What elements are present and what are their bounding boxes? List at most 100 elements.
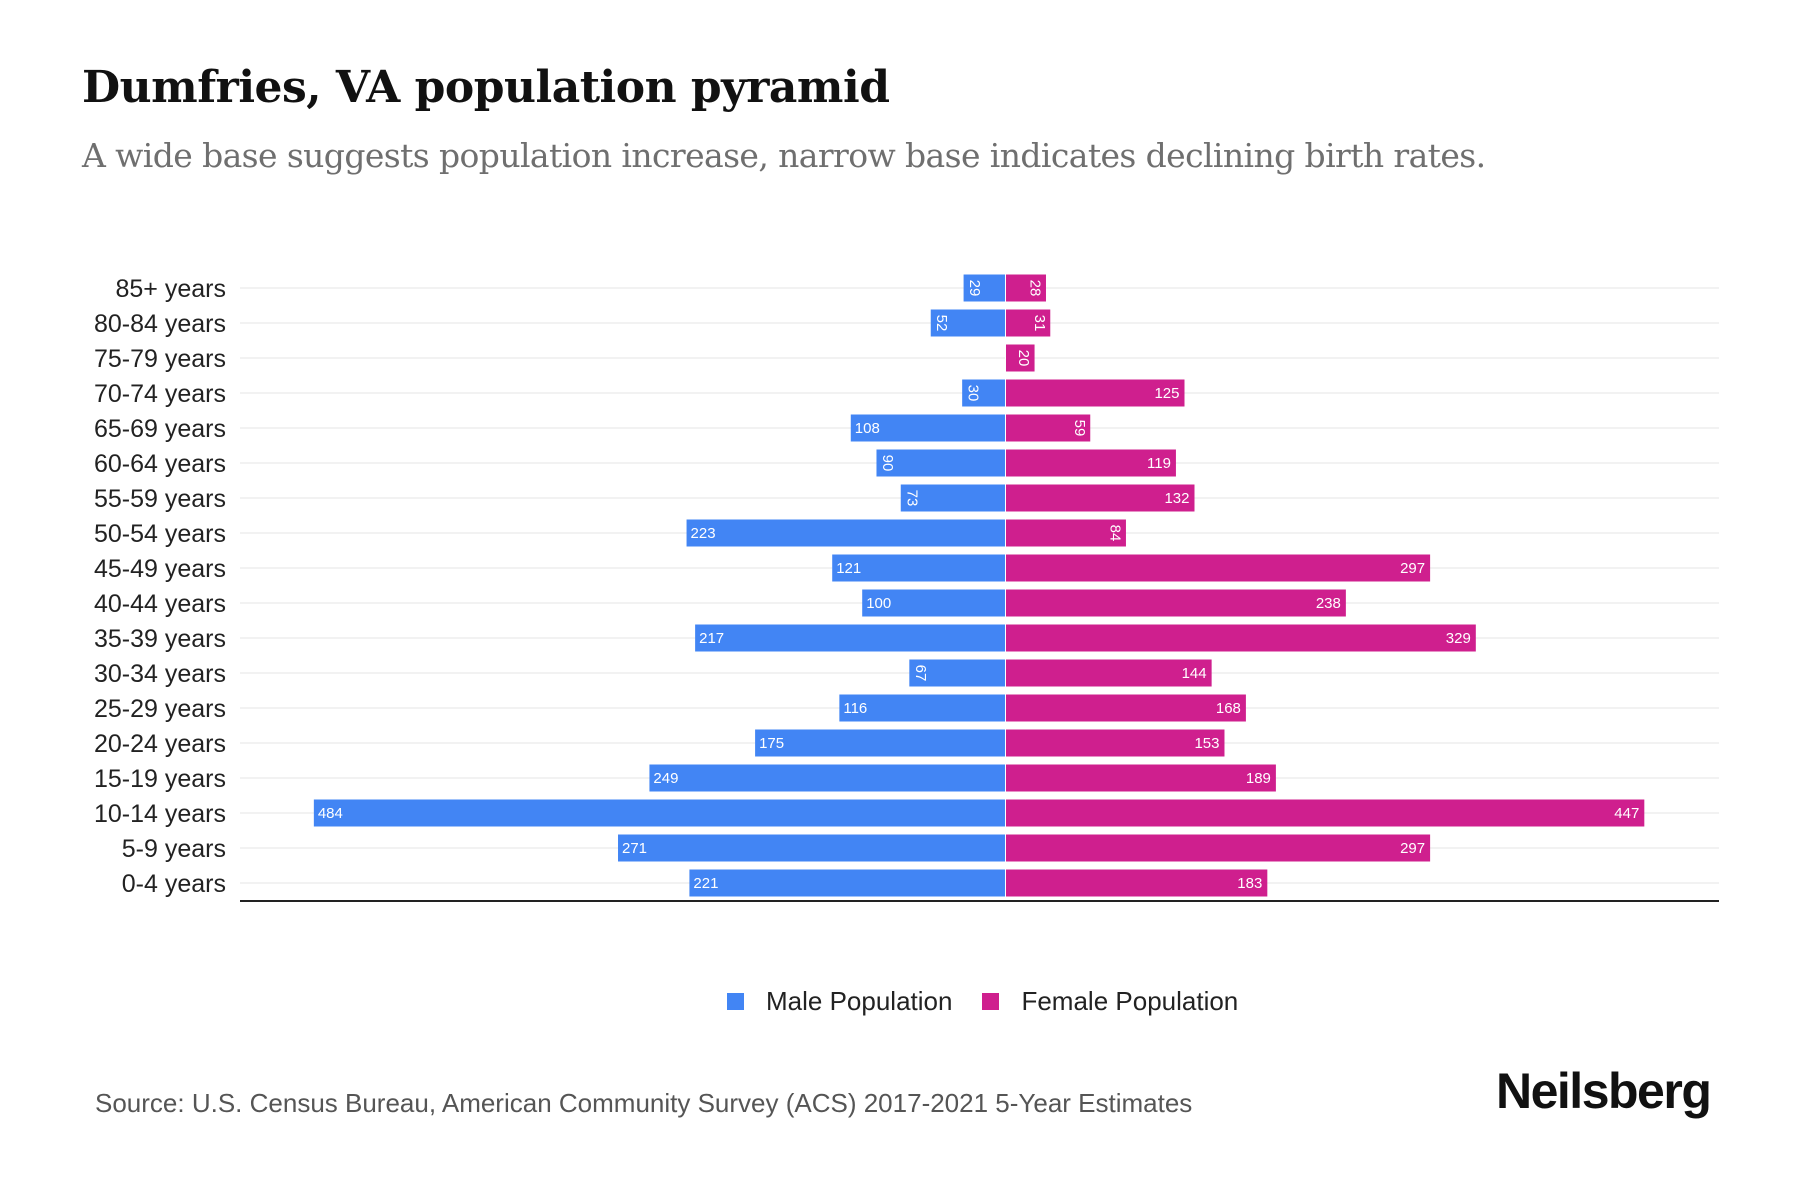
bar-label-female: 132 — [1164, 490, 1189, 507]
gridlines — [240, 287, 1719, 884]
row-label: 55-59 years — [94, 485, 226, 513]
bar-label-male: 271 — [622, 840, 647, 857]
row-label: 15-19 years — [94, 765, 226, 793]
bar-female[interactable] — [1006, 659, 1212, 687]
chart-subtitle: A wide base suggests population increase… — [82, 136, 1486, 175]
row-label: 75-79 years — [94, 345, 226, 373]
bar-label-male: 116 — [843, 700, 867, 717]
bar-female[interactable] — [1006, 344, 1035, 372]
row-label: 30-34 years — [94, 660, 226, 688]
row-label: 45-49 years — [94, 555, 226, 583]
chart-title: Dumfries, VA population pyramid — [82, 62, 890, 113]
bar-female[interactable] — [1006, 869, 1268, 897]
bar-male[interactable] — [689, 869, 1005, 897]
bar-label-female: 28 — [1026, 280, 1043, 297]
legend-item-female[interactable]: Female Population — [982, 986, 1238, 1017]
bar-female[interactable] — [1006, 799, 1645, 827]
bar-label-female: 329 — [1446, 630, 1471, 647]
row-label: 60-64 years — [94, 450, 226, 478]
row-label: 5-9 years — [122, 835, 226, 863]
bar-male[interactable] — [862, 589, 1005, 617]
row-label: 0-4 years — [122, 870, 226, 898]
bar-label-female: 31 — [1031, 315, 1048, 332]
bar-label-female: 189 — [1246, 770, 1271, 787]
bar-label-male: 108 — [855, 420, 880, 437]
bar-label-female: 125 — [1154, 385, 1179, 402]
bar-label-female: 447 — [1614, 805, 1639, 822]
bar-label-female: 297 — [1400, 560, 1425, 577]
bar-label-male: 221 — [693, 875, 718, 892]
bar-label-male: 217 — [699, 630, 724, 647]
row-label: 80-84 years — [94, 310, 226, 338]
bar-label-female: 84 — [1106, 525, 1123, 542]
row-label: 40-44 years — [94, 590, 226, 618]
bar-label-male: 90 — [879, 455, 896, 472]
legend: Male Population Female Population — [727, 986, 1268, 1017]
bar-label-male: 30 — [965, 385, 982, 402]
bar-male[interactable] — [755, 729, 1005, 757]
bar-male[interactable] — [876, 449, 1005, 477]
row-label: 25-29 years — [94, 695, 226, 723]
bar-female[interactable] — [1006, 554, 1431, 582]
bar-female[interactable] — [1006, 274, 1046, 302]
bar-male[interactable] — [963, 274, 1005, 302]
bar-male[interactable] — [909, 659, 1005, 687]
row-label: 85+ years — [116, 275, 227, 303]
brand-logo: Neilsberg — [1496, 1063, 1712, 1119]
bar-label-female: 238 — [1316, 595, 1341, 612]
bar-male[interactable] — [962, 379, 1005, 407]
bar-female[interactable] — [1006, 834, 1431, 862]
bar-male[interactable] — [930, 309, 1005, 337]
bar-female[interactable] — [1006, 694, 1246, 722]
row-label: 20-24 years — [94, 730, 226, 758]
bar-female[interactable] — [1006, 449, 1176, 477]
bar-label-male: 73 — [903, 490, 920, 507]
bar-male[interactable] — [832, 554, 1005, 582]
bar-female[interactable] — [1006, 589, 1346, 617]
bar-label-male: 249 — [653, 770, 678, 787]
bar-female[interactable] — [1006, 484, 1195, 512]
row-label: 65-69 years — [94, 415, 226, 443]
bar-label-male: 100 — [866, 595, 891, 612]
bar-label-female: 20 — [1015, 350, 1032, 367]
bar-female[interactable] — [1006, 764, 1276, 792]
legend-label-female: Female Population — [1021, 986, 1239, 1016]
bar-male[interactable] — [850, 414, 1005, 442]
bar-label-female: 183 — [1237, 875, 1262, 892]
data-labels: 29 28 52 31 20 30 125 108 59 90 119 73 132 223 84 121 29… — [318, 280, 1639, 892]
bar-female[interactable] — [1006, 729, 1225, 757]
bar-female[interactable] — [1006, 519, 1126, 547]
legend-swatch-male — [727, 993, 744, 1010]
bar-label-male: 67 — [912, 665, 929, 682]
bar-male[interactable] — [313, 799, 1005, 827]
bar-label-male: 29 — [966, 280, 983, 297]
bar-female[interactable] — [1006, 414, 1091, 442]
bar-label-male: 121 — [836, 560, 861, 577]
row-label: 10-14 years — [94, 800, 226, 828]
bar-male[interactable] — [839, 694, 1005, 722]
row-label: 35-39 years — [94, 625, 226, 653]
bar-label-female: 59 — [1071, 420, 1088, 437]
bar-male[interactable] — [649, 764, 1005, 792]
bar-male[interactable] — [618, 834, 1005, 862]
bar-label-female: 119 — [1147, 455, 1171, 472]
bar-female[interactable] — [1006, 379, 1185, 407]
bar-label-female: 297 — [1400, 840, 1425, 857]
legend-label-male: Male Population — [766, 986, 953, 1016]
bar-male[interactable] — [695, 624, 1005, 652]
bar-label-male: 223 — [691, 525, 716, 542]
source-note: Source: U.S. Census Bureau, American Com… — [95, 1088, 1193, 1118]
row-label: 70-74 years — [94, 380, 226, 408]
bar-female[interactable] — [1006, 624, 1476, 652]
bar-label-male: 175 — [759, 735, 784, 752]
bar-male[interactable] — [686, 519, 1005, 547]
bar-label-male: 484 — [318, 805, 343, 822]
bar-label-male: 52 — [933, 315, 950, 332]
row-labels: 85+ years 80-84 years 75-79 years 70-74 yea… — [94, 275, 226, 898]
bar-female[interactable] — [1006, 309, 1051, 337]
legend-item-male[interactable]: Male Population — [727, 986, 952, 1017]
row-label: 50-54 years — [94, 520, 226, 548]
bar-male[interactable] — [900, 484, 1005, 512]
bar-label-female: 153 — [1194, 735, 1219, 752]
